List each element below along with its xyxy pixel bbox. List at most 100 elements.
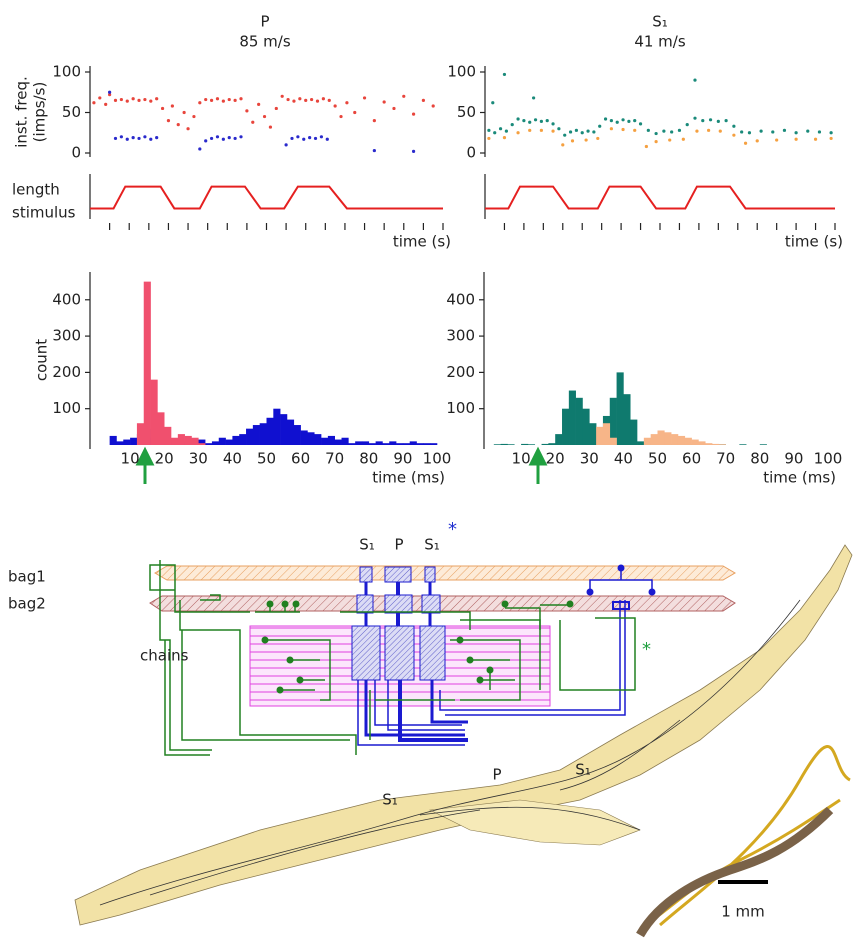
hist-bar [355, 441, 362, 445]
hist-bar [321, 438, 328, 445]
point [522, 119, 525, 122]
point [228, 98, 231, 101]
point [610, 127, 613, 130]
hist-bar [617, 372, 624, 445]
point [725, 119, 728, 122]
point [670, 130, 673, 133]
point [756, 139, 759, 142]
hist-bar [185, 436, 192, 445]
point [551, 122, 554, 125]
point [662, 130, 665, 133]
point [314, 137, 317, 140]
point [296, 135, 299, 138]
hist-bar [219, 438, 226, 445]
point [581, 131, 584, 134]
point [795, 131, 798, 134]
point [511, 123, 514, 126]
hist-bar [294, 425, 301, 445]
x-tick-label: 50 [257, 450, 276, 468]
point [104, 103, 107, 106]
point [334, 104, 337, 107]
point [806, 130, 809, 133]
point [707, 129, 710, 132]
hist-bar [603, 423, 610, 445]
y-axis-label: count [33, 339, 51, 381]
hist-bar [630, 420, 637, 445]
y-tick-label: 200 [446, 363, 475, 381]
point [126, 138, 129, 141]
point [198, 147, 201, 150]
point [732, 134, 735, 137]
point [561, 143, 564, 146]
hist-bar [712, 444, 719, 445]
diagram-label: bag2 [8, 595, 46, 613]
x-axis-label: time (ms) [372, 469, 445, 487]
point [239, 135, 242, 138]
x-tick-label: 100 [423, 450, 452, 468]
point [292, 100, 295, 103]
hist-bar [637, 441, 644, 445]
point [503, 73, 506, 76]
point [604, 117, 607, 120]
hist-bar [157, 412, 164, 445]
hist-bar [582, 409, 589, 445]
point [210, 99, 213, 102]
hist-bar [362, 441, 369, 445]
point [412, 150, 415, 153]
point [302, 138, 305, 141]
point [320, 135, 323, 138]
hist-bar [280, 414, 287, 445]
point [616, 121, 619, 124]
point [795, 138, 798, 141]
point [610, 119, 613, 122]
hist-bar [178, 434, 185, 445]
point [161, 107, 164, 110]
y-tick-label: 0 [466, 144, 476, 162]
point [540, 120, 543, 123]
point [98, 96, 101, 99]
point [532, 96, 535, 99]
point [234, 99, 237, 102]
hist-bar [273, 409, 280, 445]
point [353, 111, 356, 114]
hist-bar [494, 444, 501, 445]
point [108, 91, 111, 94]
anatomy-label: S₁ [382, 791, 398, 809]
fiber-label: S₁ [359, 536, 375, 554]
point [596, 137, 599, 140]
x-tick-label: 100 [814, 450, 843, 468]
y-tick-label: 100 [446, 399, 475, 417]
hist-bar [664, 432, 671, 445]
point [234, 137, 237, 140]
point [693, 117, 696, 120]
hist-bar [246, 429, 253, 445]
hist-bar [239, 434, 246, 445]
hist-bar [253, 425, 260, 445]
point [571, 139, 574, 142]
x-tick-label: 60 [291, 450, 310, 468]
hist-bar [658, 430, 665, 445]
point [422, 99, 425, 102]
hist-bar [198, 443, 205, 445]
point [392, 107, 395, 110]
hist-bar [623, 394, 630, 445]
hist-bar [644, 438, 651, 445]
hist-bar [685, 438, 692, 445]
point [575, 129, 578, 132]
point [177, 123, 180, 126]
x-tick-label: 50 [648, 450, 667, 468]
y-axis-label: (imps/s) [31, 82, 49, 143]
point [132, 136, 135, 139]
hist-bar [260, 423, 267, 445]
hist-bar [328, 436, 335, 445]
point [204, 98, 207, 101]
hist-bar [430, 443, 437, 445]
x-tick-label: 30 [580, 450, 599, 468]
point [540, 129, 543, 132]
hist-bar [651, 434, 658, 445]
point [528, 129, 531, 132]
point [285, 143, 288, 146]
y-tick-label: 50 [62, 103, 81, 121]
hist-bar [410, 441, 417, 445]
point [120, 135, 123, 138]
